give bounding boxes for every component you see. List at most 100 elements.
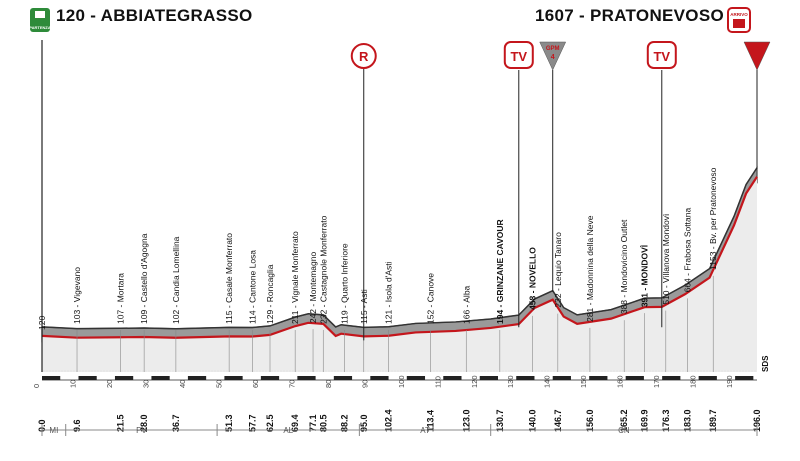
waypoint-label: 107 - Mortara [115, 273, 125, 324]
waypoint-km: 140.0 [528, 409, 538, 432]
credit-label: SDS [761, 355, 770, 372]
axis-bar-segment [78, 376, 97, 380]
waypoint-km: 9.6 [72, 419, 82, 432]
finish-line-icon [733, 19, 745, 28]
axis-tick-label: 60 [251, 380, 260, 388]
province-label-mi: MI [49, 426, 58, 435]
start-badge-label: PARTENZA [29, 25, 51, 30]
waypoint-label: 242 - Montemagno [308, 252, 318, 324]
waypoint-km: 21.5 [115, 414, 125, 432]
waypoint-label: 232 - Castagnole Monferrato [318, 215, 328, 323]
waypoint-km: 57.7 [247, 414, 257, 432]
waypoint-km: 183.0 [683, 409, 693, 432]
waypoint-km: 51.3 [224, 414, 234, 432]
axis-tick-label: 20 [105, 380, 114, 388]
waypoint-label: 1153 - Bv. per Pratonevoso [708, 167, 718, 269]
waypoint-label: 166 - Alba [461, 285, 471, 324]
waypoint-km: 80.5 [318, 414, 328, 432]
waypoint-km: 123.0 [461, 409, 471, 432]
axis-tick-label: 30 [141, 380, 150, 388]
axis-tick-label: 160 [616, 375, 625, 388]
axis-tick-label: 130 [506, 375, 515, 388]
waypoint-label: 281 - Madonnina della Neve [585, 215, 595, 322]
province-label-pv: PV [136, 426, 147, 435]
axis-tick-label: 40 [178, 380, 187, 388]
waypoint-label: 388 - Mondovicino Outlet [619, 219, 629, 314]
axis-tick-label: 50 [214, 380, 223, 388]
gpm-category: 1 [755, 54, 759, 61]
waypoint-km: 36.7 [171, 414, 181, 432]
axis-tick-label: 140 [543, 375, 552, 388]
waypoint-km: 130.7 [495, 409, 505, 432]
waypoint-label: 510 - Villanova Mondovì [661, 214, 671, 305]
waypoint-km: 62.5 [265, 414, 275, 432]
refreshment-icon [350, 43, 377, 69]
axis-bar-segment [443, 376, 462, 380]
waypoint-label: 114 - Cantone Losa [247, 250, 257, 324]
axis-bar-segment [625, 376, 644, 380]
axis-bar-segment [516, 376, 535, 380]
start-town-title: 120 - ABBIATEGRASSO [56, 6, 253, 25]
province-label-cn: CN [618, 426, 630, 435]
axis-tick-label: 100 [397, 375, 406, 388]
axis-bar-segment [260, 376, 280, 380]
axis-bar-segment [662, 376, 681, 380]
finish-badge: ARRIVO [727, 7, 751, 33]
waypoint-km: 176.3 [661, 409, 671, 432]
refreshment-label: R [359, 49, 369, 64]
waypoint-label: 152 - Canove [426, 273, 436, 324]
waypoint-km: 165.2 [619, 409, 629, 432]
axis-tick-label: 190 [725, 375, 734, 388]
waypoint-km: 69.4 [290, 414, 300, 432]
waypoint-label: 664 - Frabosa Sottana [683, 208, 693, 293]
gpm-triangle-icon [539, 41, 567, 71]
waypoint-label: 102 - Candia Lomellina [171, 236, 181, 324]
tv-label: TV [510, 49, 527, 64]
waypoint-label: 391 - MONDOVÌ [640, 245, 650, 307]
axis-tick-label: 180 [689, 375, 698, 388]
axis-bar-segment [406, 376, 426, 380]
waypoint-km: 95.0 [359, 414, 369, 432]
axis-bar-segment [187, 376, 207, 380]
waypoint-km: 169.9 [640, 409, 650, 432]
axis-tick-label: 170 [652, 375, 661, 388]
waypoint-label: 129 - Roncaglia [265, 264, 275, 324]
gpm-category: 4 [551, 54, 555, 61]
waypoint-km: 189.7 [708, 409, 718, 432]
finish-km: 196.0 [752, 409, 762, 432]
waypoint-km: 88.2 [339, 414, 349, 432]
axis-bar-segment [333, 376, 353, 380]
waypoint-km: 77.1 [308, 414, 318, 432]
start-badge: PARTENZA [29, 8, 51, 32]
waypoint-km: 28.0 [139, 414, 149, 432]
waypoint-label: 194 - GRINZANE CAVOUR [495, 219, 505, 324]
start-altitude: 120 [37, 316, 47, 330]
tv-icon [646, 41, 677, 69]
axis-bar-segment [114, 376, 134, 380]
waypoint-label: 458 - NOVELLO [528, 247, 538, 310]
finish-town-title: 1607 - PRATONEVOSO [535, 6, 724, 25]
axis-bar-segment [151, 376, 170, 380]
waypoint-label: 115 - Casale Monferrato [224, 233, 234, 324]
waypoint-label: 211 - Vignale Monferrato [290, 231, 300, 324]
axis-bar-segment [552, 376, 571, 380]
waypoint-label: 119 - Quarto Inferiore [339, 243, 349, 324]
axis-bar-segment [224, 376, 243, 380]
waypoint-km: 113.4 [426, 410, 436, 432]
axis-tick-label: 120 [470, 375, 479, 388]
axis-bar-segment [698, 376, 717, 380]
axis-bar-segment [479, 376, 498, 380]
waypoint-km: 146.7 [553, 409, 563, 432]
waypoint-km: 156.0 [585, 409, 595, 432]
axis-bar-segment [370, 376, 389, 380]
gpm-label: GPM [546, 46, 560, 52]
axis-tick-label: 10 [68, 380, 77, 388]
waypoint-label: 232 - Lequio Tanaro [553, 232, 563, 308]
axis-tick-label: 150 [579, 375, 588, 388]
tv-label: TV [653, 49, 670, 64]
tv-icon [503, 41, 534, 69]
axis-bar-segment [735, 376, 754, 380]
gpm-label: GPM [750, 46, 764, 52]
